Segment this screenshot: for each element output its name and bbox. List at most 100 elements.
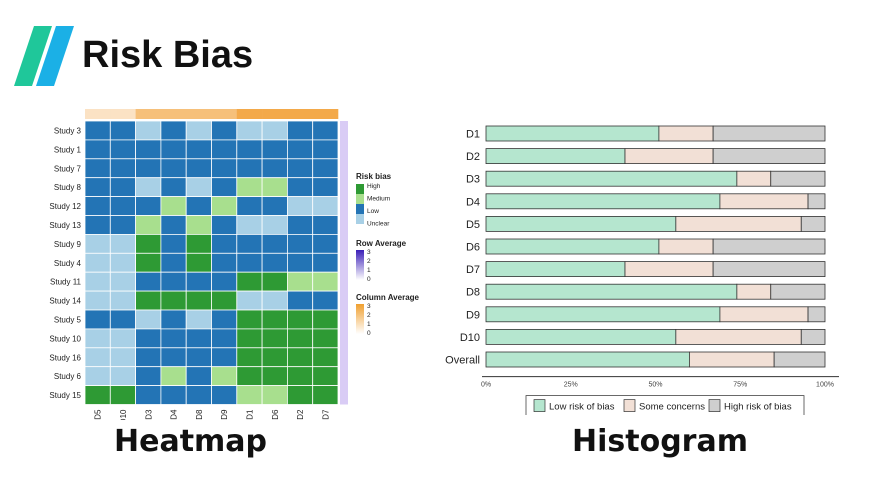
heatmap-row-label: Study 4: [54, 259, 82, 268]
histogram-bar-segment: [485, 148, 626, 164]
heatmap-cell: [160, 177, 187, 197]
heatmap-cell: [211, 215, 238, 235]
heatmap-cell: [236, 252, 263, 273]
legend-risk-swatch: [356, 214, 364, 224]
legend-row-average-title: Row Average: [356, 239, 407, 248]
heatmap-cell: [135, 120, 162, 141]
heatmap-cell: [84, 158, 111, 179]
heatmap-cell: [211, 347, 238, 368]
heatmap-cell: [286, 290, 314, 311]
heatmap-cell: [312, 328, 339, 349]
histogram-bar-segment: [485, 283, 738, 300]
histogram-bar-segment: [675, 328, 802, 345]
heatmap-cell: [185, 139, 212, 160]
histogram-category-label: D4: [466, 196, 480, 208]
heatmap-col-label: D2: [296, 409, 305, 420]
heatmap-cell: [84, 139, 111, 160]
heatmap-cell: [312, 139, 339, 160]
heatmap-cell: [109, 309, 137, 330]
heatmap-cell: [312, 177, 339, 197]
histogram-bar-segment: [770, 170, 826, 187]
legend-risk-label: Low: [367, 208, 379, 215]
heatmap-row-label: Study 3: [54, 126, 82, 135]
heatmap-cell: [84, 177, 111, 197]
histogram-bar-segment: [485, 351, 690, 368]
histogram-bar-segment: [485, 261, 626, 278]
heatmap-cell: [185, 347, 212, 368]
heatmap-cell: [236, 139, 263, 160]
heatmap-col-label: D1: [245, 409, 254, 420]
histogram-bar-segment: [485, 170, 738, 187]
heatmap-row-label: Study 13: [49, 221, 81, 230]
heatmap-cell: [109, 158, 137, 179]
legend-risk-bias-title: Risk bias: [356, 172, 392, 181]
histogram-legend-box: [525, 395, 805, 415]
legend-column-average-gradient: [356, 304, 364, 334]
heatmap-cell: [286, 252, 314, 273]
heatmap-cell: [135, 233, 162, 254]
heatmap-cell: [135, 215, 162, 235]
heatmap-cell: [135, 366, 162, 387]
legend-row-average-tick: 0: [367, 276, 371, 283]
heatmap-cell: [286, 215, 314, 235]
heatmap-row-label: Study 6: [54, 372, 82, 381]
heatmap-cell: [185, 328, 212, 349]
heatmap-cell: [135, 328, 162, 349]
heatmap-row-label: Study 11: [50, 278, 82, 287]
heatmap-cell: [211, 158, 238, 179]
heatmap-cell: [185, 290, 212, 311]
heatmap-cell: [261, 215, 288, 235]
heatmap-cell: [312, 309, 339, 330]
heatmap-cell: [261, 366, 288, 387]
heatmap-row-label: Study 8: [54, 183, 82, 192]
legend-column-average-tick: 3: [367, 303, 371, 310]
heatmap-cell: [135, 385, 162, 405]
row-average-strip: [340, 121, 348, 405]
histogram-category-label: D3: [466, 174, 480, 186]
heatmap-cell: [261, 309, 288, 330]
histogram-x-tick: 100%: [816, 382, 834, 389]
heatmap-cell: [236, 385, 263, 405]
heatmap-cell: [135, 139, 162, 160]
heatmap-cell: [312, 347, 339, 368]
header: Risk Bias: [14, 24, 253, 88]
column-average-cell: [312, 109, 339, 119]
heatmap-cell: [109, 139, 137, 160]
histogram-bar-segment: [485, 125, 660, 142]
heatmap-cell: [109, 347, 137, 368]
histogram-bar-segment: [719, 306, 809, 323]
heatmap-cell: [185, 271, 212, 292]
heatmap-cell: [312, 233, 339, 254]
heatmap-col-label: D5: [94, 409, 103, 420]
heatmap-cell: [160, 309, 187, 330]
histogram-bar-segment: [485, 328, 677, 345]
heatmap-cell: [236, 366, 263, 387]
column-average-cell: [211, 109, 238, 119]
heatmap-cell: [84, 366, 111, 387]
heatmap-cell: [236, 347, 263, 368]
legend-row-average-tick: 2: [367, 258, 371, 265]
heatmap-cell: [261, 120, 288, 141]
histogram-bar-segment: [712, 148, 826, 164]
heatmap-col-label: D4: [170, 409, 179, 420]
heatmap-cell: [286, 233, 314, 254]
heatmap-cell: [135, 271, 162, 292]
heatmap-cell: [211, 385, 238, 405]
heatmap-cell: [109, 233, 137, 254]
heatmap-cell: [286, 328, 314, 349]
histogram-category-label: Overall: [445, 355, 480, 367]
heatmap-col-label: D7: [321, 409, 330, 420]
heatmap-row-label: Study 15: [49, 391, 81, 400]
heatmap-cell: [185, 309, 212, 330]
heatmap-cell: [109, 120, 137, 141]
heatmap-cell: [109, 366, 137, 387]
histogram-bar-segment: [807, 306, 826, 323]
heatmap-cell: [211, 309, 238, 330]
heatmap-cell: [261, 177, 288, 197]
legend-row-average-tick: 1: [367, 267, 371, 274]
heatmap-col-label: D6: [271, 409, 280, 420]
heatmap-cell: [135, 309, 162, 330]
heatmap-chart: Study 3 Study 1 Study 7 Study 8 Study 12 Stud…: [49, 109, 420, 420]
histogram-category-label: D9: [466, 309, 480, 321]
column-average-cell: [236, 109, 263, 119]
